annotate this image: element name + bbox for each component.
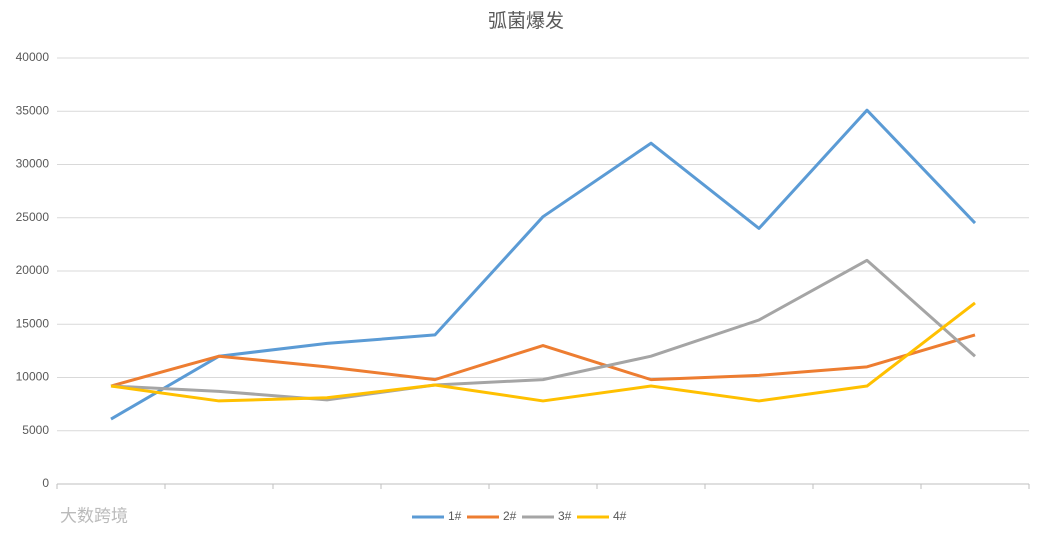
y-tick-label: 5000	[22, 423, 49, 437]
y-tick-label: 35000	[16, 103, 50, 117]
series-line	[110, 258, 976, 402]
legend-label: 4#	[613, 509, 627, 523]
y-tick-label: 15000	[16, 316, 50, 330]
series-line	[110, 108, 977, 421]
series-line	[110, 301, 976, 403]
y-tick-label: 20000	[16, 263, 50, 277]
legend-label: 3#	[558, 509, 572, 523]
y-tick-label: 10000	[16, 370, 50, 384]
y-tick-label: 30000	[16, 157, 50, 171]
legend-label: 1#	[448, 509, 462, 523]
chart-title: 弧菌爆发	[488, 10, 564, 32]
y-tick-label: 25000	[16, 210, 50, 224]
y-tick-label: 0	[42, 476, 49, 490]
watermark: 大数跨境	[60, 506, 128, 525]
series-line	[110, 333, 976, 388]
y-tick-label: 40000	[16, 50, 50, 64]
legend-label: 2#	[503, 509, 517, 523]
